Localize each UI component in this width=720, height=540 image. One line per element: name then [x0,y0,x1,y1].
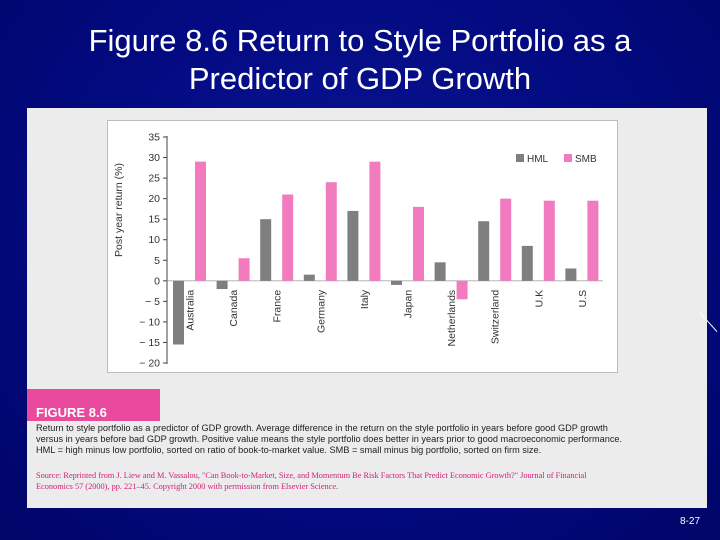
bar-smb [282,194,294,281]
bar-hml [173,280,184,345]
legend-swatch-smb [564,154,572,162]
y-tick-label: 10 [148,234,160,246]
y-tick-label: − 10 [139,316,160,328]
legend-label-smb: SMB [575,154,597,165]
bar-smb [500,198,512,281]
figure-label: FIGURE 8.6 [36,405,107,420]
y-tick-label: 20 [148,193,160,205]
x-tick-label: Italy [359,289,371,309]
bar-chart: 35 30 25 20 15 10 5 0 − 5 − 10 − 15 − 20 Post year r… [113,132,603,370]
bar-hml [565,268,577,281]
source-line: Source: Reprinted from J. Liew and M. Va… [36,471,587,480]
caption-line: versus in years before bad GDP growth. P… [36,434,623,444]
y-tick-label: 15 [148,214,160,226]
legend-swatch-hml [516,154,524,162]
x-tick-label: Netherlands [446,290,458,347]
x-tick-label: France [272,290,284,323]
y-tick-label: − 15 [139,337,160,349]
bar-hml [303,274,315,281]
legend-label-hml: HML [527,154,549,165]
slide-title-line-2: Predictor of GDP Growth [188,61,532,96]
bar-smb [587,200,599,281]
bar-hml [347,210,359,281]
x-tick-label: Japan [403,290,415,319]
y-tick-label: − 5 [145,296,160,308]
y-tick-label: 5 [154,255,160,267]
x-tick-label: Switzerland [490,290,502,344]
figure-caption: Return to style portfolio as a predictor… [36,423,692,456]
y-tick-label: 35 [148,132,160,144]
bar-hml [391,280,402,285]
x-tick-label: Canada [228,290,240,327]
bar-smb [543,200,555,281]
bar-hml [521,245,533,281]
y-tick-label: 30 [148,152,160,164]
y-axis-title: Post year return (%) [113,163,125,257]
bar-smb [413,206,424,281]
x-tick-label: U.K [533,290,545,308]
y-tick-label: − 20 [139,358,160,370]
x-tick-label: U.S [577,290,589,308]
page-number: 8-27 [679,516,700,527]
bar-smb [195,161,206,281]
bar-smb [238,258,250,281]
figure-source: Source: Reprinted from J. Liew and M. Va… [36,470,692,492]
bar-smb [325,182,337,281]
y-tick-label: 0 [154,275,160,287]
x-tick-label: Germany [315,289,327,333]
bar-hml [260,219,272,281]
bar-smb [369,161,381,281]
caption-line: Return to style portfolio as a predictor… [36,423,608,433]
source-line: Economics 57 (2000), pp. 221–45. Copyrig… [36,482,339,491]
caption-line: HML = high minus low portfolio, sorted o… [36,445,542,455]
bar-hml [478,221,490,281]
bar-smb [456,280,468,300]
slide-title-line-1: Figure 8.6 Return to Style Portfolio as … [88,23,632,58]
figure-label-banner [27,389,160,421]
bar-hml [216,280,228,290]
x-tick-label: Australia [185,290,197,331]
y-tick-label: 25 [148,173,160,185]
bar-hml [434,262,446,281]
chart-area: 35 30 25 20 15 10 5 0 − 5 − 10 − 15 − 20 Post year r… [107,120,618,373]
slide-title: Figure 8.6 Return to Style Portfolio as … [0,22,720,98]
